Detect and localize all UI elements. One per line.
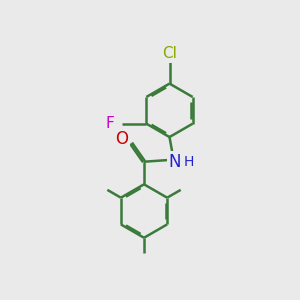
Text: F: F xyxy=(106,116,114,131)
Text: N: N xyxy=(168,153,181,171)
Text: Cl: Cl xyxy=(162,46,177,61)
Text: H: H xyxy=(184,155,194,169)
Text: O: O xyxy=(116,130,128,148)
